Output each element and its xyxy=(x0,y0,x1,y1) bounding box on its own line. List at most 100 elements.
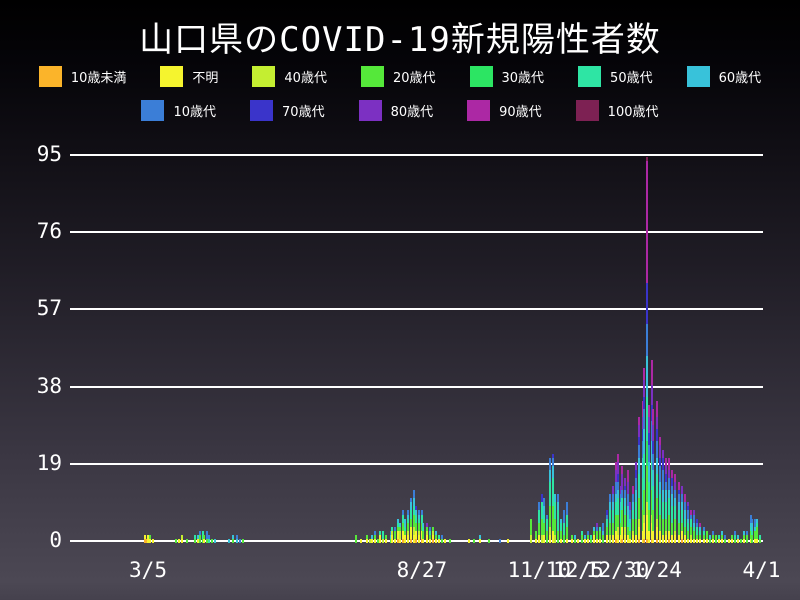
stacked-bar-day337 xyxy=(674,473,677,543)
legend-item-30歳代[interactable]: 30歳代 xyxy=(469,66,545,87)
bar-segment-20歳代 xyxy=(596,530,599,539)
bar-segment-不明 xyxy=(542,534,545,543)
legend-item-10歳代[interactable]: 10歳代 xyxy=(141,100,216,121)
bar-segment-20歳代 xyxy=(641,510,644,531)
stacked-bar-day375 xyxy=(733,530,736,543)
bar-segment-20歳代 xyxy=(201,538,204,543)
stacked-bar-day38 xyxy=(206,530,209,543)
bar-segment-20歳代 xyxy=(563,534,566,543)
stacked-bar-day182 xyxy=(431,526,434,543)
bar-segment-10歳代 xyxy=(428,526,431,531)
bar-segment-不明 xyxy=(632,534,635,543)
bar-segment-60歳代 xyxy=(661,490,664,503)
bar-segment-20歳代 xyxy=(398,526,401,531)
bar-segment-60歳代 xyxy=(674,498,677,507)
legend-label: 30歳代 xyxy=(501,71,545,86)
bar-segment-80歳代 xyxy=(641,417,644,430)
bar-segment-10歳代 xyxy=(643,408,646,430)
bar-segment-20歳代 xyxy=(472,538,475,543)
bar-segment-60歳代 xyxy=(619,502,622,511)
bar-segment-20歳代 xyxy=(417,522,420,531)
bar-segment-40歳代 xyxy=(431,530,434,535)
legend-item-70歳代[interactable]: 70歳代 xyxy=(250,100,325,121)
bar-segment-10歳代 xyxy=(746,530,749,535)
x-axis-tick-label: 3/5 xyxy=(129,558,167,582)
stacked-bar-day283 xyxy=(589,534,592,543)
stacked-bar-day389 xyxy=(755,518,758,543)
bar-segment-20歳代 xyxy=(355,534,358,543)
bar-segment-80歳代 xyxy=(596,522,599,527)
legend-row-1: 10歳未満 不明 40歳代 20歳代 30歳代 50歳代 60歳代 xyxy=(0,66,800,87)
bar-segment-不明 xyxy=(181,538,184,543)
bar-segment-50歳代 xyxy=(428,530,431,535)
legend-item-不明[interactable]: 不明 xyxy=(160,66,218,87)
bar-segment-不明 xyxy=(143,534,146,539)
bar-segment-40歳代 xyxy=(632,530,635,535)
bar-segment-20歳代 xyxy=(690,526,693,535)
stacked-bar-day176 xyxy=(422,522,425,543)
gridline-y57 xyxy=(70,308,763,311)
stacked-bar-day305 xyxy=(624,477,627,543)
bar-segment-20歳代 xyxy=(715,534,718,543)
bar-segment-10歳代 xyxy=(394,526,397,531)
bar-segment-20歳代 xyxy=(754,530,757,539)
bar-segment-50歳代 xyxy=(650,461,653,491)
bar-segment-20歳代 xyxy=(530,518,533,535)
bar-segment-10歳代 xyxy=(683,502,686,511)
legend-item-100歳代[interactable]: 100歳代 xyxy=(575,100,659,121)
bar-segment-10歳代 xyxy=(674,490,677,499)
bar-segment-60歳代 xyxy=(632,502,635,511)
bar-segment-不明 xyxy=(621,526,624,539)
bar-segment-60歳代 xyxy=(389,534,392,539)
legend-item-20歳代[interactable]: 20歳代 xyxy=(360,66,436,87)
bar-segment-20歳代 xyxy=(580,534,583,543)
legend-item-80歳代[interactable]: 80歳代 xyxy=(358,100,433,121)
bar-segment-20歳代 xyxy=(619,522,622,535)
bar-segment-10歳代 xyxy=(549,457,552,470)
bar-segment-60歳代 xyxy=(608,502,611,511)
legend-item-10歳未満[interactable]: 10歳未満 xyxy=(38,66,126,87)
stacked-bar-day335 xyxy=(671,469,674,543)
legend-item-50歳代[interactable]: 50歳代 xyxy=(578,66,653,87)
legend-swatch-icon xyxy=(578,66,602,87)
bar-segment-10歳代 xyxy=(208,534,211,539)
stacked-bar-day148 xyxy=(378,530,381,543)
bar-segment-10歳代 xyxy=(680,494,683,503)
bar-segment-40歳代 xyxy=(369,538,372,543)
bar-segment-50歳代 xyxy=(661,502,664,519)
bar-segment-10歳未満 xyxy=(646,538,649,543)
stacked-bar-day317 xyxy=(643,368,646,543)
gridline-y19 xyxy=(70,462,763,465)
bar-segment-不明 xyxy=(596,538,599,543)
legend-item-60歳代[interactable]: 60歳代 xyxy=(686,66,761,87)
stacked-bar-day168 xyxy=(409,498,412,543)
bar-segment-50歳代 xyxy=(733,534,736,539)
bar-segment-50歳代 xyxy=(683,518,686,527)
bar-segment-20歳代 xyxy=(413,514,416,527)
bar-segment-50歳代 xyxy=(702,530,705,535)
bar-segment-20歳代 xyxy=(705,530,708,539)
bar-segment-不明 xyxy=(378,534,381,543)
x-axis-tick-label: 1/24 xyxy=(631,558,682,582)
bar-segment-不明 xyxy=(668,530,671,539)
bar-segment-70歳代 xyxy=(616,473,619,483)
stacked-bar-day359 xyxy=(708,534,711,543)
bar-segment-不明 xyxy=(647,530,650,543)
bar-segment-不明 xyxy=(686,538,689,543)
bar-segment-20歳代 xyxy=(431,526,434,531)
stacked-bar-day262 xyxy=(557,494,560,543)
bar-segment-10歳代 xyxy=(661,469,664,491)
stacked-bar-day171 xyxy=(414,506,417,543)
legend-item-40歳代[interactable]: 40歳代 xyxy=(252,66,327,87)
bar-segment-70歳代 xyxy=(652,441,655,454)
stacked-bar-day54 xyxy=(231,534,234,543)
bar-segment-40歳代 xyxy=(643,514,646,523)
bar-segment-80歳代 xyxy=(655,417,658,430)
stacked-bar-day383 xyxy=(746,530,749,543)
bar-segment-40歳代 xyxy=(608,534,611,543)
legend-item-90歳代[interactable]: 90歳代 xyxy=(467,100,542,121)
bar-segment-20歳代 xyxy=(211,538,214,543)
stacked-bar-day161 xyxy=(398,522,401,543)
bar-segment-20歳代 xyxy=(632,518,635,531)
bar-segment-50歳代 xyxy=(655,473,658,499)
